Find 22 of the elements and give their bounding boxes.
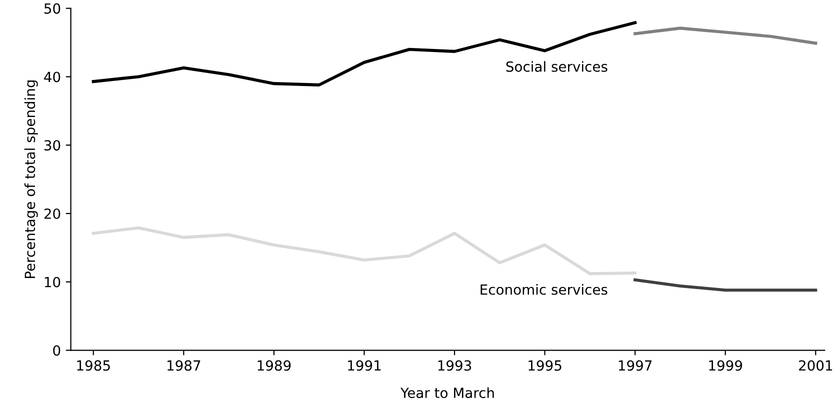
y-tick-label: 50 <box>44 3 60 14</box>
series-label: Economic services <box>480 284 608 295</box>
x-tick-label: 1997 <box>618 360 652 371</box>
line-series <box>92 226 637 276</box>
y-tick-label: 20 <box>44 208 60 219</box>
x-tick-label: 1999 <box>709 360 742 371</box>
x-axis-title: Year to March <box>400 387 494 398</box>
line-series <box>634 26 818 45</box>
y-axis-title: Percentage of total spending <box>24 80 38 278</box>
line-series <box>92 21 637 86</box>
x-tick-label: 1991 <box>348 360 381 371</box>
x-tick-label: 1989 <box>258 360 291 371</box>
x-tick-label: 1995 <box>528 360 562 371</box>
x-tick-label: 2001 <box>798 360 832 371</box>
y-tick-label: 30 <box>44 140 60 151</box>
x-tick-label: 1993 <box>438 360 472 371</box>
y-tick-label: 10 <box>44 276 60 288</box>
series-label: Social services <box>506 61 608 72</box>
y-tick-label: 0 <box>53 345 60 356</box>
x-tick-label: 1987 <box>168 360 200 371</box>
x-tick-label: 1985 <box>77 360 110 371</box>
y-tick-label: 40 <box>44 72 60 82</box>
